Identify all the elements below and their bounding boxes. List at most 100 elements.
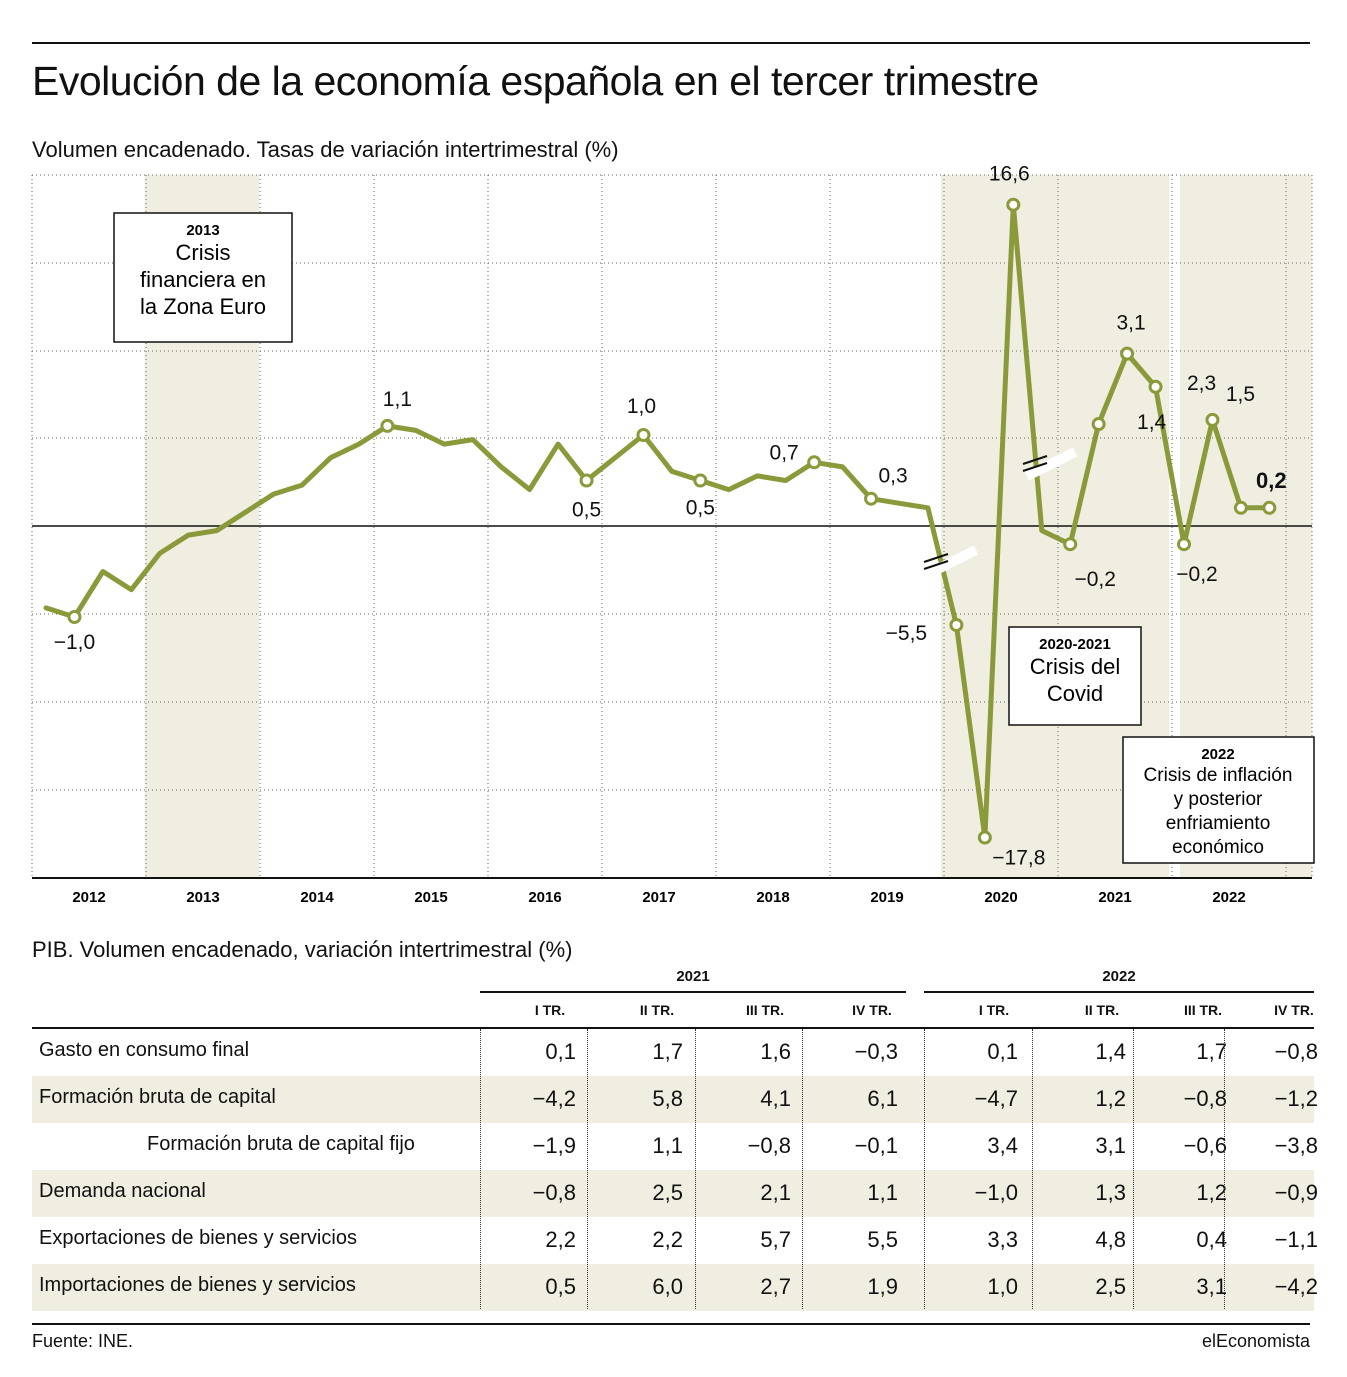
data-label: 2,3 (1187, 372, 1216, 395)
table-cell: −0,9 (1274, 1180, 1318, 1205)
axis-break-mark (923, 553, 949, 563)
table-cell: 1,7 (652, 1039, 683, 1064)
table-row: Gasto en consumo final 0,1 1,7 1,6 −0,3 0,1 1,… (32, 1029, 1318, 1076)
data-label: 0,2 (1256, 468, 1287, 493)
data-point-marker (977, 830, 992, 845)
row-label: Importaciones de bienes y servicios (39, 1274, 356, 1296)
x-tick-label: 2013 (186, 889, 219, 906)
x-tick-label: 2019 (870, 889, 903, 906)
data-label: 16,6 (989, 165, 1030, 186)
table-title: PIB. Volumen encadenado, variación inter… (32, 937, 573, 962)
year-rule (480, 991, 906, 993)
table-row: Formación bruta de capital −4,2 5,8 4,1 6,1 −… (32, 1076, 1318, 1123)
table-cell: −0,1 (854, 1133, 898, 1158)
table-cell: 3,4 (987, 1133, 1018, 1158)
table-cell: −0,3 (854, 1039, 898, 1064)
year-header: 2021 (676, 968, 710, 985)
annotation-text: Crisis del (1030, 654, 1120, 679)
data-label: 0,3 (878, 465, 907, 488)
table-cell: 5,5 (867, 1227, 898, 1252)
table-cell: 2,2 (652, 1227, 683, 1252)
axis-break-mark (1022, 462, 1048, 472)
table-cell: 0,1 (987, 1039, 1018, 1064)
column-header: II TR. (639, 1002, 675, 1018)
column-header: III TR. (1183, 1002, 1223, 1018)
table-cell: 1,4 (1095, 1039, 1126, 1064)
data-point-marker (1091, 417, 1106, 432)
data-point-marker (67, 610, 82, 624)
x-tick-label: 2016 (528, 889, 561, 906)
header-rule (32, 1027, 1314, 1029)
annotation-text: la Zona Euro (140, 294, 266, 319)
row-label: Demanda nacional (39, 1180, 206, 1202)
bottom-rule (32, 1323, 1310, 1325)
table-cell: 2,1 (760, 1180, 791, 1205)
data-label: 1,1 (383, 388, 412, 411)
data-label: 1,0 (627, 395, 656, 418)
table-cell: 1,1 (867, 1180, 898, 1205)
annotation-text: financiera en (140, 267, 266, 292)
data-point-marker (1063, 537, 1078, 552)
brand-logo-text: elEconomista (1201, 1331, 1310, 1351)
annotation-text: económico (1172, 837, 1264, 858)
data-label: −1,0 (54, 631, 95, 654)
axis-break-mark (1022, 455, 1048, 465)
table-cell: −4,2 (1274, 1274, 1318, 1299)
data-label: 0,5 (686, 497, 715, 520)
table-cell: 1,3 (1095, 1180, 1126, 1205)
column-header: III TR. (745, 1002, 785, 1018)
column-separator (1133, 1029, 1134, 1309)
column-separator (1224, 1029, 1225, 1309)
row-label: Formación bruta de capital fijo (147, 1133, 415, 1155)
data-point-marker (579, 473, 594, 488)
row-label: Formación bruta de capital (39, 1086, 276, 1108)
table-cell: 1,6 (760, 1039, 791, 1064)
annotation-box (1008, 626, 1142, 726)
table-cell: −3,8 (1274, 1133, 1318, 1158)
gdp-line-chart: 2012 2013 2014 2015 2016 2017 2018 2019 2020 2021… (31, 165, 1315, 906)
x-tick-label: 2012 (72, 889, 105, 906)
x-tick-label: 2021 (1098, 889, 1131, 906)
top-rule (32, 42, 1310, 44)
table-cell: 3,1 (1095, 1133, 1126, 1158)
table-cell: −0,8 (1183, 1086, 1227, 1111)
x-tick-label: 2018 (756, 889, 789, 906)
data-label: 0,7 (770, 441, 799, 464)
source-note: Fuente: INE. (32, 1331, 134, 1351)
x-tick-label: 2014 (300, 889, 334, 906)
table-row: Demanda nacional −0,8 2,5 2,1 1,1 −1,0 1,3 1,2 −… (32, 1170, 1318, 1217)
table-cell: 1,1 (652, 1133, 683, 1158)
x-tick-label: 2022 (1212, 889, 1245, 906)
table-cell: 1,0 (987, 1274, 1018, 1299)
column-separator (480, 1029, 481, 1309)
table-cell: 3,3 (987, 1227, 1018, 1252)
annotation-year: 2013 (186, 222, 219, 239)
annotation-text: enfriamiento (1166, 813, 1271, 834)
annotation-year: 2022 (1201, 746, 1234, 763)
data-point-marker (1120, 346, 1135, 361)
annotation-box (113, 212, 293, 343)
table-cell: 5,7 (760, 1227, 791, 1252)
table-cell: 3,1 (1196, 1274, 1227, 1299)
data-label: −17,8 (992, 847, 1045, 870)
x-tick-label: 2015 (414, 889, 447, 906)
table-row: Exportaciones de bienes y servicios 2,2 2,… (32, 1217, 1318, 1264)
row-label: Exportaciones de bienes y servicios (39, 1227, 357, 1249)
axis-break-gap-0 (925, 545, 979, 579)
year-header: 2022 (1102, 968, 1136, 985)
table-cell: −1,9 (532, 1133, 576, 1158)
annotation-year: 2020-2021 (1039, 636, 1111, 653)
table-cell: 2,2 (545, 1227, 576, 1252)
column-header: I TR. (978, 1002, 1010, 1018)
table-cell: 1,7 (1196, 1039, 1227, 1064)
table-cell: 6,0 (652, 1274, 683, 1299)
row-label: Gasto en consumo final (39, 1039, 250, 1061)
column-separator (695, 1029, 696, 1309)
annotation-text: Crisis de inflación (1144, 765, 1293, 786)
year-rule (924, 991, 1314, 993)
table-cell: −1,2 (1274, 1086, 1318, 1111)
page-title: Evolución de la economía española en el … (32, 58, 1039, 104)
table-cell: −1,0 (974, 1180, 1018, 1205)
column-header: IV TR. (1274, 1002, 1314, 1018)
data-point-marker (807, 455, 822, 470)
